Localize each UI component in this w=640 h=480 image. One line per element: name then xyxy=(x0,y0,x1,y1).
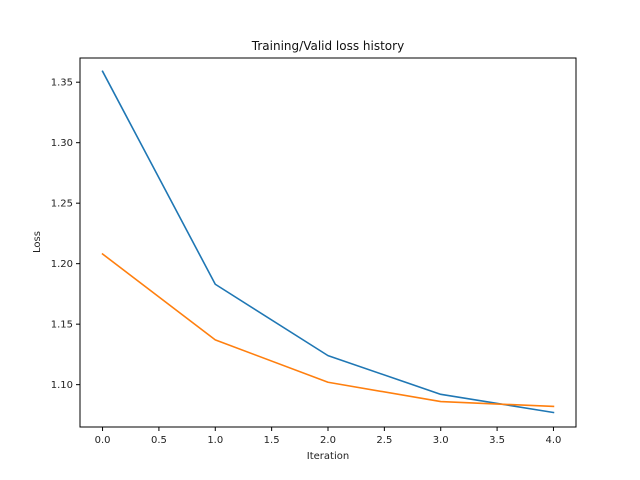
y-tick-label: 1.20 xyxy=(51,259,73,270)
x-axis-label: Iteration xyxy=(307,451,349,462)
x-tick-label: 1.5 xyxy=(264,435,280,446)
x-tick-label: 2.5 xyxy=(376,435,392,446)
y-tick-label: 1.25 xyxy=(51,199,73,210)
x-tick-label: 3.5 xyxy=(489,435,505,446)
axis-ticks: 0.0 0.5 1.0 1.5 2.0 2.5 3.0 3.5 4.0 1.10 1.15 1.20 1… xyxy=(51,78,562,446)
chart-title: Training/Valid loss history xyxy=(251,39,404,53)
series-line-1 xyxy=(101,70,555,414)
x-tick-label: 1.0 xyxy=(207,435,223,446)
plot-area xyxy=(101,70,555,414)
x-tick-label: 2.0 xyxy=(320,435,336,446)
y-tick-label: 1.10 xyxy=(51,380,73,391)
x-tick-label: 3.0 xyxy=(433,435,449,446)
x-tick-label: 0.5 xyxy=(151,435,167,446)
plot-frame xyxy=(79,57,577,428)
y-tick-label: 1.15 xyxy=(51,320,73,331)
x-tick-label: 4.0 xyxy=(546,435,562,446)
y-tick-label: 1.30 xyxy=(51,138,73,149)
y-tick-label: 1.35 xyxy=(51,78,73,89)
x-tick-label: 0.0 xyxy=(95,435,111,446)
y-axis-label: Loss xyxy=(32,231,43,253)
series-line-2 xyxy=(101,252,555,408)
